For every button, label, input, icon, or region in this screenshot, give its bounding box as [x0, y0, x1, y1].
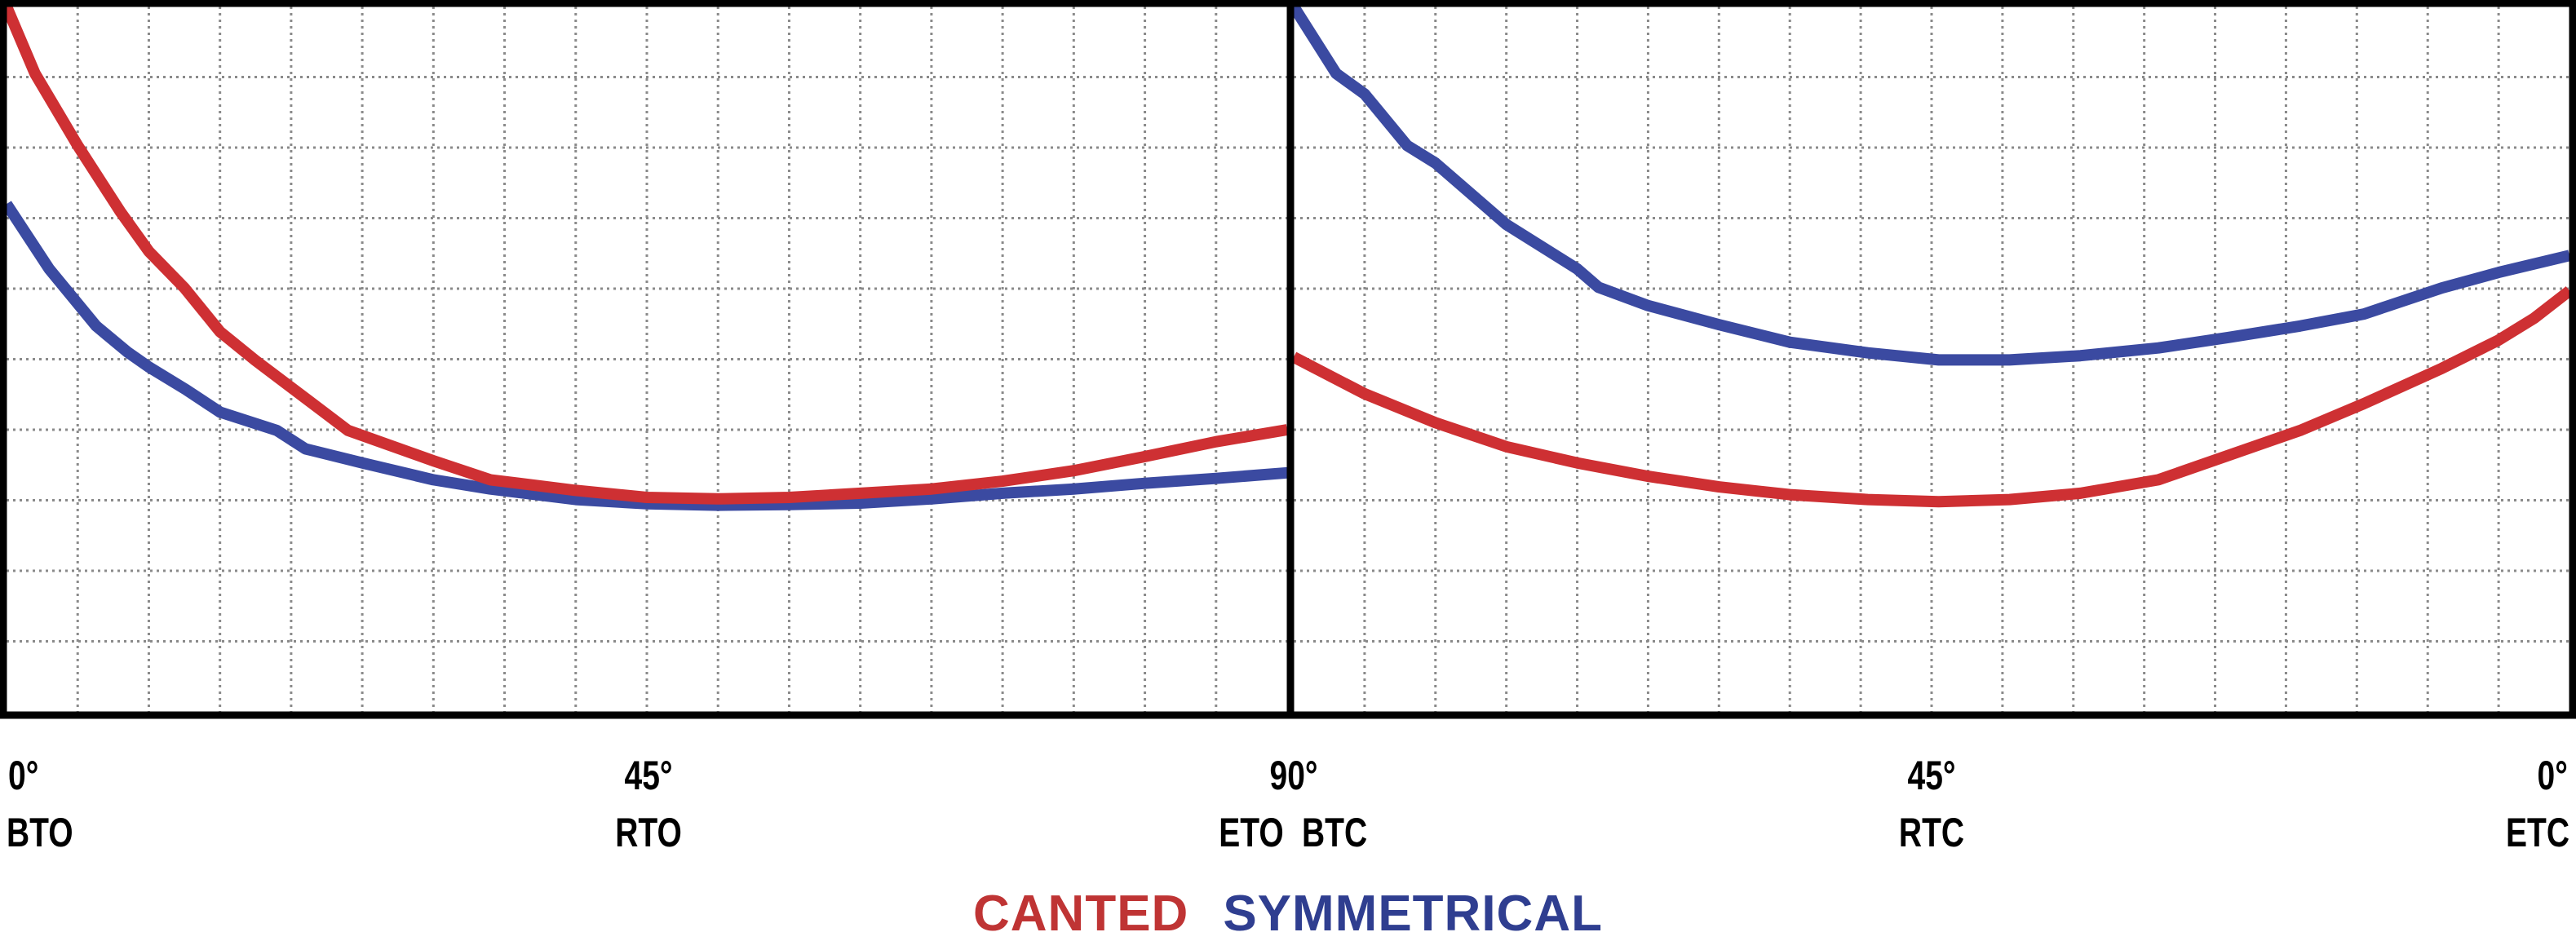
curve-symmetrical-closing-stroke: [1289, 3, 2571, 366]
tick-code-rto: RTO: [615, 810, 682, 855]
panel-border-closing-stroke: [1286, 0, 2576, 719]
tick-code-btc: BTC: [1302, 810, 1368, 855]
chart-plot-area: [0, 0, 2576, 719]
tick-angle-left-45deg: 45°: [624, 753, 673, 798]
tick-angle-90deg: 90°: [1269, 753, 1318, 798]
tick-angle-left-0deg: 0°: [8, 753, 39, 798]
curve-symmetrical-opening-stroke: [2, 201, 1288, 511]
curve-canted-closing-stroke: [1290, 286, 2574, 508]
grid-opening-stroke: [7, 7, 1287, 712]
legend-label-symmetrical: SYMMETRICAL: [1223, 886, 1603, 941]
grid-closing-stroke: [1294, 7, 2569, 712]
legend: CANTED SYMMETRICAL: [0, 889, 2576, 939]
tick-angle-right-0deg: 0°: [2537, 753, 2568, 798]
legend-label-canted: CANTED: [973, 886, 1189, 941]
tick-angle-right-45deg: 45°: [1907, 753, 1956, 798]
tick-code-bto: BTO: [7, 810, 73, 855]
tick-code-eto: ETO: [1219, 810, 1284, 855]
curve-canted-opening-stroke: [1, 4, 1289, 505]
tick-code-rtc: RTC: [1898, 810, 1965, 855]
tick-code-etc: ETC: [2506, 810, 2569, 855]
